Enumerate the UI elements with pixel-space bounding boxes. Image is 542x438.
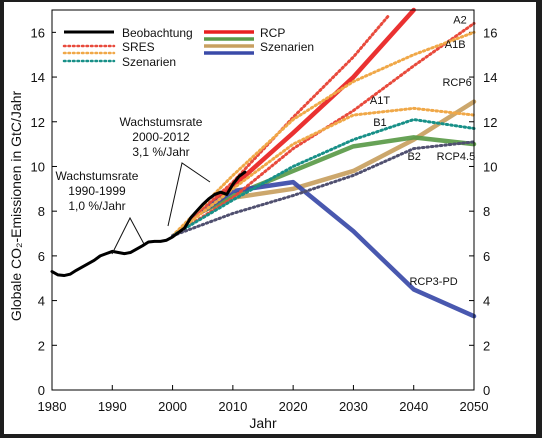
y-tick-label-right-6: 6 xyxy=(483,249,490,264)
observation-line xyxy=(50,170,247,278)
rcp-line-rcp8-5 xyxy=(200,7,416,214)
sres-line-a1t xyxy=(171,106,476,238)
x-tick-label-2000: 2000 xyxy=(158,399,187,414)
y-tick-label-right-14: 14 xyxy=(483,70,497,85)
y-tick-label-right-16: 16 xyxy=(483,25,497,40)
y-tick-label-right-10: 10 xyxy=(483,159,497,174)
series-label-a1b: A1B xyxy=(445,39,466,51)
sres-line-a1b xyxy=(171,30,476,238)
y-tick-label-right-2: 2 xyxy=(483,338,490,353)
x-tick-label-1990: 1990 xyxy=(98,399,127,414)
annotation-line: 2000-2012 xyxy=(132,130,190,144)
annotation-pointer xyxy=(111,216,145,255)
annotation-line: Wachstumsrate xyxy=(56,169,139,183)
annotation-line: 1,0 %/Jahr xyxy=(68,199,125,213)
series-layer xyxy=(50,7,477,319)
x-tick-label-2030: 2030 xyxy=(339,399,368,414)
rcp-line-rcp4-5 xyxy=(200,135,477,214)
x-tick-label-2040: 2040 xyxy=(399,399,428,414)
y-tick-label-left-16: 16 xyxy=(31,25,45,40)
sres-line-b1 xyxy=(171,117,476,238)
sres-line-a1fi xyxy=(171,12,392,238)
sres-line-b2 xyxy=(171,140,476,238)
series-label-rcp6: RCP6 xyxy=(442,77,471,89)
y-tick-label-right-0: 0 xyxy=(483,383,490,398)
x-tick-label-2050: 2050 xyxy=(460,399,489,414)
y-tick-label-left-14: 14 xyxy=(31,70,45,85)
x-tick-label-2010: 2010 xyxy=(218,399,247,414)
legend-label-rcp-szenarien: Szenarien xyxy=(260,40,314,54)
series-label-b2: B2 xyxy=(407,151,420,163)
annotation-line: 1990-1999 xyxy=(68,184,126,198)
y-tick-label-left-10: 10 xyxy=(31,159,45,174)
y-tick-label-left-12: 12 xyxy=(31,115,45,130)
legend: Beobachtung SRES Szenarien RCP Szenarien xyxy=(56,23,322,69)
axes: 0 0 2 2 4 4 6 6 8 8 10 10 12 12 14 14 16 16 1980 1990 2000 20… xyxy=(31,25,498,414)
annotation-pointer xyxy=(167,162,211,227)
annotation-line: 3,1 %/Jahr xyxy=(132,145,189,159)
legend-label-beobachtung: Beobachtung xyxy=(122,26,193,40)
plot-border xyxy=(51,9,475,391)
y-axis-label: Globale CO₂-Emissionen in GtC/Jahr xyxy=(8,91,24,322)
series-label-b1: B1 xyxy=(373,117,386,129)
x-tick-label-2020: 2020 xyxy=(279,399,308,414)
y-tick-label-left-6: 6 xyxy=(38,249,45,264)
series-label-a1t: A1T xyxy=(370,95,390,107)
x-tick-label-1980: 1980 xyxy=(38,399,67,414)
y-tick-label-left-8: 8 xyxy=(38,204,45,219)
y-tick-label-right-12: 12 xyxy=(483,115,497,130)
series-label-rcp4-5: RCP4.5 xyxy=(437,151,476,163)
y-tick-label-left-2: 2 xyxy=(38,338,45,353)
annotation-2000-2012: Wachstumsrate 2000-2012 3,1 %/Jahr xyxy=(120,115,211,227)
y-tick-label-right-4: 4 xyxy=(483,294,490,309)
x-axis-label: Jahr xyxy=(249,415,277,431)
legend-label-sres-szenarien: Szenarien xyxy=(122,55,176,69)
series-label-a2: A2 xyxy=(453,14,466,26)
legend-label-rcp: RCP xyxy=(260,26,285,40)
y-tick-label-left-0: 0 xyxy=(38,383,45,398)
y-tick-label-left-4: 4 xyxy=(38,294,45,309)
annotation-line: Wachstumsrate xyxy=(120,115,203,129)
legend-label-sres: SRES xyxy=(122,40,155,54)
series-label-rcp3-pd: RCP3-PD xyxy=(409,276,457,288)
annotation-1990-1999: Wachstumsrate 1990-1999 1,0 %/Jahr xyxy=(56,169,145,255)
y-tick-label-right-8: 8 xyxy=(483,204,490,219)
